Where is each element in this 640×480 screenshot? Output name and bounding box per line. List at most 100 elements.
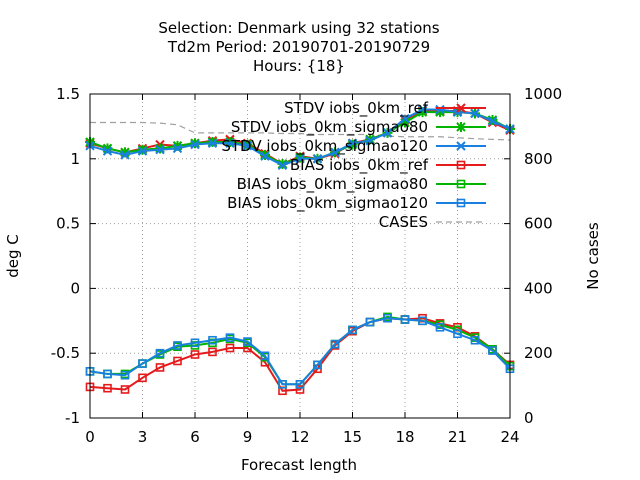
data-point bbox=[155, 145, 165, 155]
x-tick-label: 15 bbox=[343, 428, 362, 446]
data-point bbox=[383, 313, 392, 323]
x-tick-label: 3 bbox=[138, 428, 148, 446]
data-point bbox=[242, 141, 253, 151]
data-point bbox=[456, 122, 466, 132]
data-point bbox=[435, 104, 445, 115]
legend-entry: STDV iobs_0km_sigmao80 bbox=[231, 118, 486, 137]
data-point bbox=[103, 369, 112, 379]
axes: 0 3 6 9 12 15 18 21 24 -1 -0.5 0 0.5 1 1.5 0 200 400 600 80… bbox=[51, 85, 562, 446]
x-tick-label: 9 bbox=[243, 428, 253, 446]
data-point bbox=[277, 160, 288, 170]
data-point bbox=[487, 116, 498, 126]
legend-entry: STDV iobs_0km_sigmao120 bbox=[221, 137, 486, 156]
marker-stroke bbox=[435, 104, 445, 115]
data-point bbox=[456, 179, 466, 189]
marker-stroke bbox=[487, 116, 498, 126]
data-point bbox=[456, 141, 466, 151]
marker-stroke bbox=[190, 139, 200, 150]
marker-stroke bbox=[260, 151, 270, 161]
data-point bbox=[365, 317, 375, 327]
y2-tick-label: 200 bbox=[524, 344, 553, 362]
y-tick-label: 1 bbox=[70, 150, 80, 168]
title-line-1: Selection: Denmark using 32 stations bbox=[158, 19, 439, 37]
marker-stroke bbox=[312, 154, 323, 164]
title-line-3: Hours: {18} bbox=[253, 57, 345, 75]
series-line bbox=[89, 317, 511, 386]
marker-stroke bbox=[102, 146, 113, 156]
marker-stroke bbox=[120, 150, 130, 160]
y-tick-label: 0 bbox=[70, 279, 80, 297]
marker-stroke bbox=[277, 160, 288, 170]
data-point bbox=[190, 338, 200, 348]
data-point bbox=[208, 347, 217, 357]
legend-label: BIAS iobs_0km_sigmao120 bbox=[227, 194, 428, 213]
chart-title: Selection: Denmark using 32 stations Td2… bbox=[158, 19, 439, 75]
marker-stroke bbox=[295, 154, 305, 164]
data-point bbox=[470, 108, 480, 119]
marker-stroke bbox=[456, 103, 466, 113]
data-point bbox=[456, 198, 466, 208]
data-point bbox=[137, 146, 148, 156]
data-point bbox=[172, 143, 183, 154]
marker-stroke bbox=[207, 138, 218, 148]
data-point bbox=[225, 138, 235, 148]
data-point bbox=[347, 138, 358, 148]
legend-label: STDV iobs_0km_ref bbox=[284, 99, 429, 118]
marker-stroke bbox=[382, 128, 393, 138]
y2-tick-label: 600 bbox=[524, 215, 553, 233]
y2-axis-label: No cases bbox=[584, 222, 602, 290]
title-line-2: Td2m Period: 20190701-20190729 bbox=[167, 38, 430, 56]
legend-entry: CASES bbox=[379, 213, 486, 231]
x-tick-label: 6 bbox=[190, 428, 200, 446]
data-point bbox=[295, 154, 305, 164]
marker-stroke bbox=[456, 141, 466, 151]
legend-label: BIAS iobs_0km_sigmao80 bbox=[237, 175, 428, 194]
legend-label: CASES bbox=[379, 213, 428, 231]
marker-stroke bbox=[225, 138, 235, 148]
data-point bbox=[382, 128, 393, 138]
legend-entry: BIAS iobs_0km_sigmao120 bbox=[227, 194, 486, 213]
x-tick-label: 18 bbox=[395, 428, 414, 446]
data-point bbox=[435, 322, 445, 332]
data-point bbox=[330, 339, 340, 349]
x-tick-label: 24 bbox=[500, 428, 519, 446]
marker-stroke bbox=[365, 135, 375, 146]
y-tick-label: -1 bbox=[65, 409, 80, 427]
data-point bbox=[120, 385, 130, 394]
y2-tick-label: 400 bbox=[524, 279, 553, 297]
data-point bbox=[102, 146, 113, 156]
data-point bbox=[456, 160, 466, 170]
x-tick-label: 0 bbox=[85, 428, 95, 446]
x-tick-label: 12 bbox=[290, 428, 309, 446]
y2-tick-label: 800 bbox=[524, 150, 553, 168]
data-point bbox=[260, 151, 270, 161]
data-point bbox=[453, 329, 462, 339]
marker-stroke bbox=[470, 108, 480, 119]
data-point bbox=[207, 138, 218, 148]
legend-entry: BIAS iobs_0km_ref bbox=[290, 156, 486, 175]
data-point bbox=[400, 315, 410, 324]
y-axis-label: deg C bbox=[4, 234, 22, 278]
data-point bbox=[120, 150, 130, 160]
data-point bbox=[260, 351, 270, 361]
data-point bbox=[138, 359, 147, 368]
marker-stroke bbox=[172, 143, 183, 154]
data-point bbox=[312, 154, 323, 164]
x-axis-label: Forecast length bbox=[241, 456, 357, 474]
data-point bbox=[173, 356, 182, 366]
x-tick-label: 21 bbox=[448, 428, 467, 446]
legend-label: STDV iobs_0km_sigmao80 bbox=[231, 118, 428, 137]
data-point bbox=[456, 103, 466, 113]
data-point bbox=[173, 341, 182, 350]
data-point bbox=[278, 380, 287, 389]
y-tick-label: 1.5 bbox=[56, 85, 80, 103]
data-point bbox=[348, 325, 357, 335]
legend-label: STDV iobs_0km_sigmao120 bbox=[221, 137, 428, 156]
data-point bbox=[488, 346, 497, 355]
data-point bbox=[243, 337, 252, 346]
data-point bbox=[295, 380, 305, 389]
series-cases bbox=[90, 121, 511, 141]
marker-stroke bbox=[155, 145, 165, 155]
legend-entry: BIAS iobs_0km_sigmao80 bbox=[237, 175, 486, 194]
